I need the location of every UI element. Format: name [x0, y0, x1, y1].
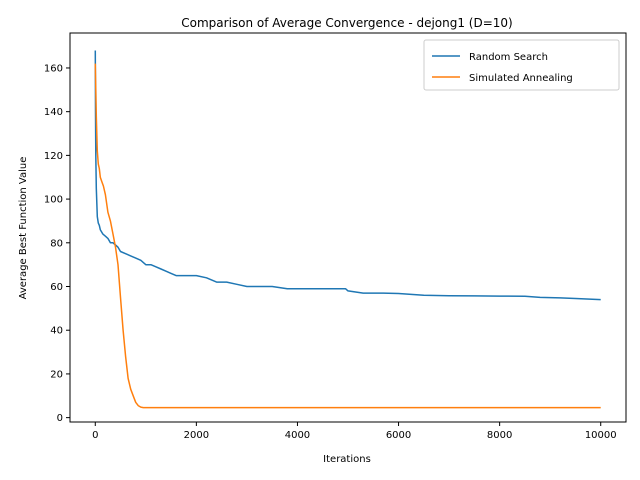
x-tick-label: 10000 — [585, 430, 617, 441]
y-tick-label: 0 — [57, 413, 63, 424]
x-tick-label: 0 — [92, 430, 98, 441]
x-tick-label: 6000 — [386, 430, 411, 441]
x-axis-title: Iterations — [323, 454, 371, 465]
y-tick-label: 80 — [50, 238, 63, 249]
legend-label-random-search: Random Search — [469, 52, 548, 63]
x-tick-label: 2000 — [184, 430, 209, 441]
chart-title: Comparison of Average Convergence - dejo… — [181, 16, 513, 30]
series-line-simulated-annealing — [94, 63, 601, 409]
series-layer — [94, 50, 601, 409]
legend-label-simulated-annealing: Simulated Annealing — [469, 73, 573, 84]
y-tick-label: 160 — [44, 63, 63, 74]
legend-box — [423, 39, 620, 91]
axis-ticks: 0 2000 4000 6000 8000 10000 0 20 40 60 80 100 120 140… — [44, 63, 617, 441]
y-tick-label: 120 — [44, 151, 63, 162]
y-tick-label: 40 — [50, 326, 63, 337]
plot-frame — [69, 32, 627, 423]
y-axis-title: Average Best Function Value — [18, 157, 29, 300]
legend: Random Search Simulated Annealing — [423, 39, 620, 91]
y-tick-label: 100 — [44, 195, 63, 206]
x-tick-label: 8000 — [487, 430, 512, 441]
y-tick-label: 60 — [50, 282, 63, 293]
y-tick-label: 20 — [50, 369, 63, 380]
series-line-random-search — [94, 50, 601, 301]
y-tick-label: 140 — [44, 107, 63, 118]
x-tick-label: 4000 — [285, 430, 310, 441]
